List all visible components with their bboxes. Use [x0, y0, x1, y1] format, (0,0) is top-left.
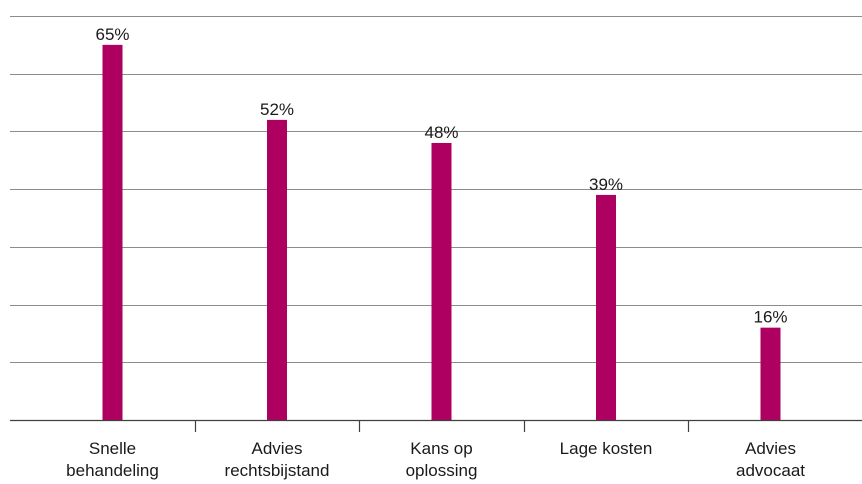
value-label: 52%: [260, 100, 294, 119]
category-label: Advies rechtsbijstand: [225, 439, 330, 480]
category-labels: Snelle behandeling Advies rechtsbijstand Kan…: [66, 439, 805, 480]
value-label: 16%: [753, 308, 787, 327]
bar: [267, 119, 287, 420]
bars: [102, 44, 781, 420]
x-axis: [10, 419, 862, 432]
category-label: Advies advocaat: [736, 439, 805, 480]
bar: [431, 142, 452, 420]
category-label: Kans op oplossing: [406, 439, 478, 480]
bar: [760, 327, 781, 420]
category-label: Snelle behandeling: [66, 439, 159, 480]
category-label: Lage kosten: [560, 439, 653, 458]
bar: [596, 194, 616, 420]
value-labels: 65% 52% 48% 39% 16%: [95, 25, 787, 327]
value-label: 65%: [95, 25, 129, 44]
value-label: 48%: [424, 123, 458, 142]
bar: [102, 44, 123, 420]
value-label: 39%: [589, 175, 623, 194]
